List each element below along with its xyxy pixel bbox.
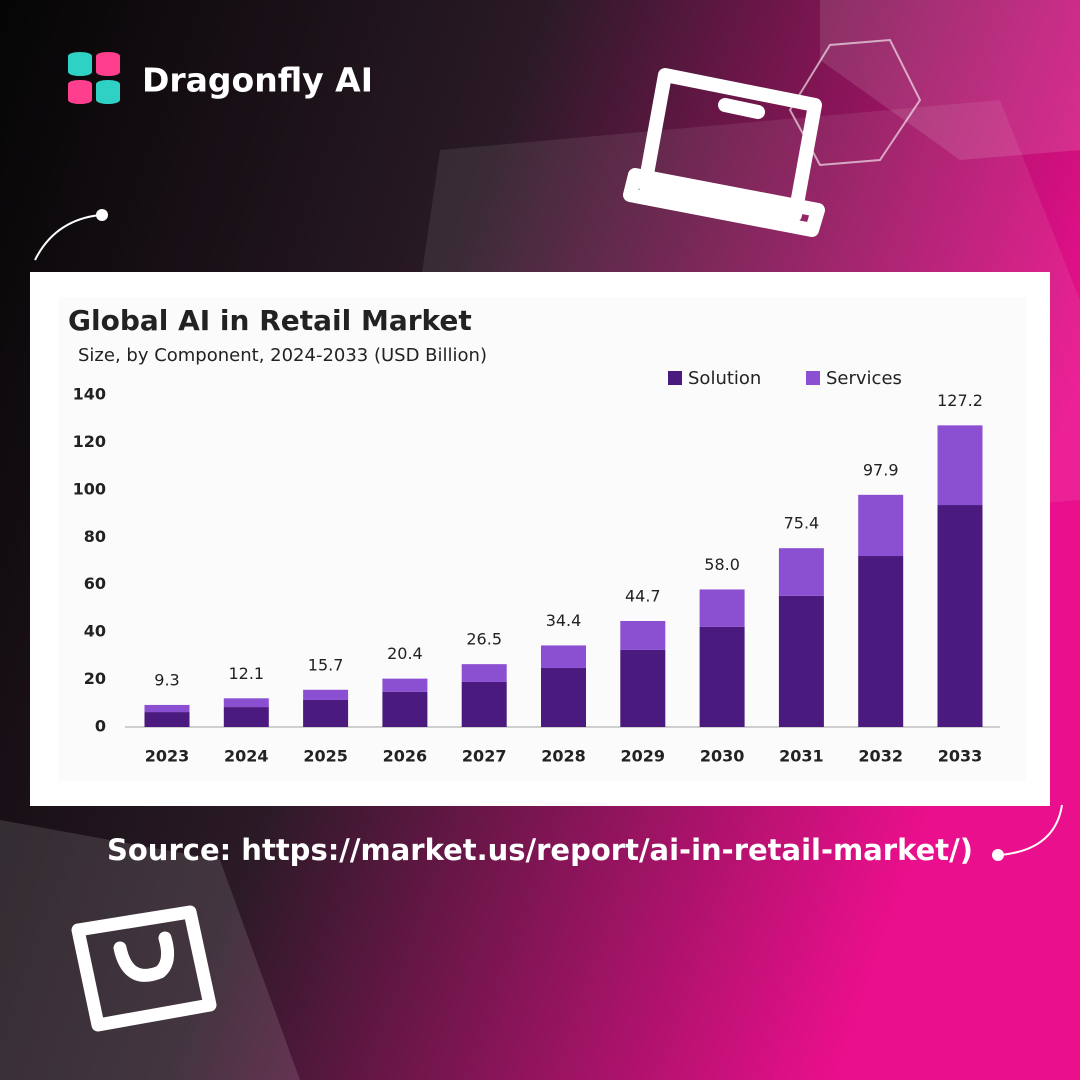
bar-segment: [144, 712, 190, 727]
x-tick-label: 2023: [145, 747, 190, 766]
bar-segment: [382, 678, 428, 692]
bar-segment: [461, 664, 507, 682]
y-tick-label: 40: [84, 622, 106, 641]
bar-segment: [223, 698, 269, 708]
x-tick-label: 2028: [541, 747, 586, 766]
brand-logo: [68, 52, 120, 104]
y-tick-label: 60: [84, 574, 106, 593]
y-tick-label: 120: [73, 432, 106, 451]
bar-segment: [620, 649, 666, 727]
y-tick-label: 80: [84, 527, 106, 546]
x-tick-label: 2033: [938, 747, 983, 766]
x-tick-label: 2024: [224, 747, 269, 766]
total-label: 26.5: [466, 630, 502, 649]
bar-segment: [858, 556, 904, 727]
bar-segment: [144, 704, 190, 713]
brand-name: Dragonfly AI: [142, 61, 373, 100]
y-tick-label: 100: [73, 479, 106, 498]
decor-dot: [96, 209, 108, 221]
total-label: 15.7: [308, 655, 344, 674]
laptop-icon: [623, 68, 825, 237]
bar-segment: [461, 681, 507, 727]
total-label: 127.2: [937, 391, 983, 410]
bar-segment: [858, 494, 904, 557]
legend-swatch: [668, 371, 682, 385]
decor-hexagon: [788, 38, 922, 167]
total-label: 9.3: [154, 670, 179, 689]
total-label: 75.4: [784, 514, 820, 533]
x-tick-label: 2027: [462, 747, 507, 766]
legend-label: Services: [826, 368, 902, 389]
legend-label: Solution: [688, 368, 761, 389]
bar-segment: [699, 626, 745, 727]
total-label: 44.7: [625, 586, 661, 605]
x-tick-label: 2026: [383, 747, 428, 766]
bar-segment: [699, 589, 745, 627]
source-note: Source: https://market.us/report/ai-in-r…: [107, 833, 973, 867]
total-label: 97.9: [863, 460, 899, 479]
decor-arc: [999, 804, 1063, 856]
bar-segment: [620, 620, 666, 650]
bar-segment: [303, 699, 349, 727]
bar-segment: [778, 548, 824, 596]
chart-subtitle: Size, by Component, 2024-2033 (USD Billi…: [78, 345, 487, 366]
decor-arc: [34, 214, 101, 261]
total-label: 34.4: [546, 611, 582, 630]
bar-segment: [541, 645, 586, 668]
y-tick-label: 20: [84, 669, 106, 688]
bar-segment: [937, 425, 983, 506]
bar-segment: [303, 689, 349, 700]
x-tick-label: 2032: [858, 747, 903, 766]
chart-title: Global AI in Retail Market: [68, 304, 472, 337]
bar-segment: [382, 691, 428, 727]
bar-segment: [541, 667, 586, 727]
x-tick-label: 2031: [779, 747, 824, 766]
total-label: 58.0: [704, 555, 740, 574]
bar-segment: [937, 505, 983, 727]
bar-segment: [778, 595, 824, 727]
plot: 0 20 40 60 80 100 120 140 Solution Services 2023 9.…: [73, 368, 983, 766]
total-label: 20.4: [387, 644, 423, 663]
decor-shape: [0, 820, 300, 1080]
y-tick-label: 140: [73, 385, 106, 404]
decor-dot: [992, 849, 1004, 861]
bar-segment: [223, 707, 269, 727]
x-tick-label: 2030: [700, 747, 745, 766]
bag-icon: [71, 905, 217, 1032]
y-tick-label: 0: [95, 717, 106, 736]
legend-swatch: [806, 371, 820, 385]
x-tick-label: 2029: [621, 747, 666, 766]
total-label: 12.1: [228, 664, 264, 683]
x-tick-label: 2025: [303, 747, 348, 766]
